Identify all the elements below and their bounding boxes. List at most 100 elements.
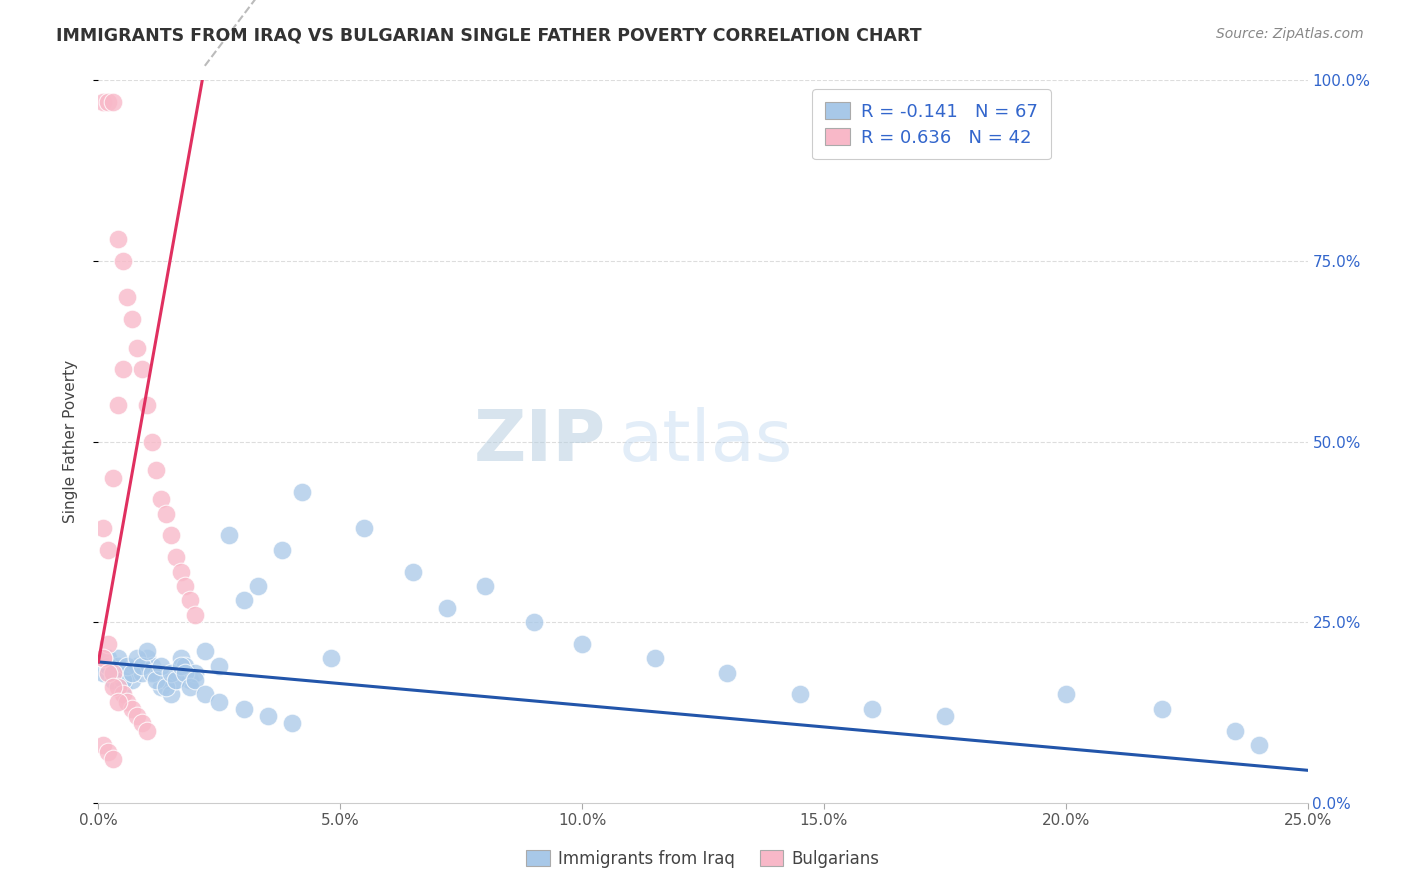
Point	[101, 673, 124, 687]
Point	[91, 738, 114, 752]
Point	[179, 673, 201, 687]
Point	[121, 702, 143, 716]
Point	[117, 665, 139, 680]
Point	[160, 687, 183, 701]
Point	[1223, 723, 1246, 738]
Point	[135, 644, 157, 658]
Point	[194, 687, 217, 701]
Point	[107, 680, 129, 694]
Point	[716, 665, 738, 680]
Point	[127, 341, 149, 355]
Point	[165, 673, 187, 687]
Point	[135, 651, 157, 665]
Point	[145, 463, 167, 477]
Point	[174, 658, 197, 673]
Point	[91, 95, 114, 109]
Point	[111, 362, 134, 376]
Y-axis label: Single Father Poverty: Single Father Poverty	[63, 360, 77, 523]
Point	[117, 658, 139, 673]
Point	[111, 687, 134, 701]
Point	[155, 507, 177, 521]
Point	[131, 665, 153, 680]
Point	[1152, 702, 1174, 716]
Point	[121, 673, 143, 687]
Point	[145, 673, 167, 687]
Point	[860, 702, 883, 716]
Point	[91, 665, 114, 680]
Point	[91, 521, 114, 535]
Point	[121, 311, 143, 326]
Point	[232, 702, 254, 716]
Point	[934, 709, 956, 723]
Point	[281, 716, 304, 731]
Point	[571, 637, 593, 651]
Point	[111, 680, 134, 694]
Point	[474, 579, 496, 593]
Text: ZIP: ZIP	[474, 407, 606, 476]
Point	[101, 665, 124, 680]
Point	[101, 680, 124, 694]
Point	[169, 565, 191, 579]
Text: Source: ZipAtlas.com: Source: ZipAtlas.com	[1216, 27, 1364, 41]
Point	[97, 658, 120, 673]
Point	[131, 658, 153, 673]
Point	[155, 673, 177, 687]
Point	[111, 673, 134, 687]
Point	[169, 658, 191, 673]
Point	[111, 253, 134, 268]
Point	[179, 680, 201, 694]
Point	[97, 665, 120, 680]
Point	[101, 665, 124, 680]
Point	[290, 485, 312, 500]
Point	[208, 658, 231, 673]
Legend: Immigrants from Iraq, Bulgarians: Immigrants from Iraq, Bulgarians	[520, 844, 886, 875]
Point	[353, 521, 375, 535]
Point	[644, 651, 666, 665]
Point	[101, 470, 124, 484]
Point	[97, 637, 120, 651]
Text: atlas: atlas	[619, 407, 793, 476]
Point	[97, 651, 120, 665]
Point	[150, 680, 173, 694]
Point	[184, 673, 207, 687]
Point	[145, 665, 167, 680]
Point	[107, 695, 129, 709]
Point	[117, 695, 139, 709]
Point	[97, 745, 120, 759]
Point	[1249, 738, 1271, 752]
Legend: R = -0.141   N = 67, R = 0.636   N = 42: R = -0.141 N = 67, R = 0.636 N = 42	[813, 89, 1050, 160]
Point	[256, 709, 278, 723]
Point	[107, 398, 129, 412]
Point	[91, 651, 114, 665]
Point	[523, 615, 546, 630]
Point	[107, 651, 129, 665]
Point	[131, 716, 153, 731]
Point	[117, 290, 139, 304]
Point	[247, 579, 270, 593]
Point	[107, 658, 129, 673]
Point	[101, 752, 124, 766]
Point	[319, 651, 342, 665]
Point	[91, 651, 114, 665]
Point	[271, 542, 294, 557]
Point	[165, 673, 187, 687]
Point	[169, 651, 191, 665]
Point	[165, 550, 187, 565]
Point	[155, 680, 177, 694]
Point	[1054, 687, 1077, 701]
Point	[141, 658, 163, 673]
Point	[184, 607, 207, 622]
Point	[150, 492, 173, 507]
Point	[150, 658, 173, 673]
Point	[174, 665, 197, 680]
Point	[135, 398, 157, 412]
Point	[135, 723, 157, 738]
Point	[97, 542, 120, 557]
Point	[174, 579, 197, 593]
Point	[127, 651, 149, 665]
Point	[436, 600, 458, 615]
Point	[107, 232, 129, 246]
Point	[141, 665, 163, 680]
Point	[232, 593, 254, 607]
Text: IMMIGRANTS FROM IRAQ VS BULGARIAN SINGLE FATHER POVERTY CORRELATION CHART: IMMIGRANTS FROM IRAQ VS BULGARIAN SINGLE…	[56, 27, 922, 45]
